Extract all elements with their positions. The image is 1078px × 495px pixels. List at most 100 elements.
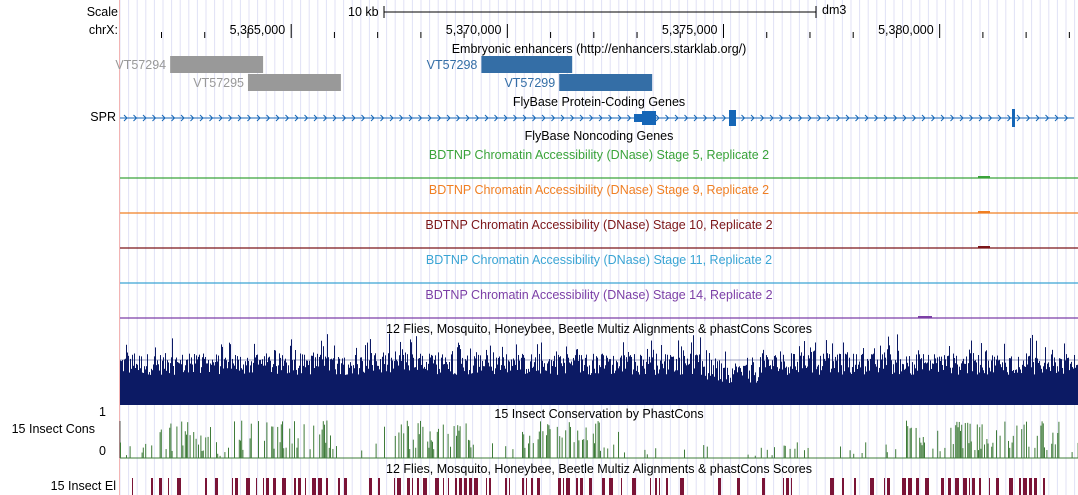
multiz-bar <box>466 360 467 405</box>
multiz-bar <box>713 365 714 405</box>
gene-label-spr[interactable]: SPR <box>90 110 116 124</box>
dnase-track-title[interactable]: BDTNP Chromatin Accessibility (DNase) St… <box>425 218 773 232</box>
multiz-bar <box>1069 370 1070 405</box>
multiz-bar <box>1073 368 1074 405</box>
enhancer-label-vt57294[interactable]: VT57294 <box>115 58 167 72</box>
strand-arrow <box>874 114 879 122</box>
strand-arrow <box>446 114 451 122</box>
multiz-bar <box>638 372 639 405</box>
multiz-bar <box>434 359 435 405</box>
multiz-bar <box>227 368 228 405</box>
multiz-bar <box>655 374 656 405</box>
multiz-bar <box>726 379 727 405</box>
elements-side-label[interactable]: 15 Insect El <box>50 479 116 493</box>
multiz-bar <box>472 373 473 405</box>
phastcons-bar <box>186 434 187 458</box>
multiz-bar <box>412 354 413 405</box>
phastcons-bar <box>1042 423 1044 458</box>
phastcons-track-title[interactable]: 15 Insect Conservation by PhastCons <box>494 407 704 421</box>
enhancer-label-vt57295[interactable]: VT57295 <box>193 76 244 90</box>
multiz-bar <box>691 342 692 405</box>
phastcons-side-label[interactable]: 15 Insect Cons <box>11 422 95 436</box>
multiz-bar <box>398 365 399 405</box>
multiz-bar <box>668 369 669 405</box>
multiz-bar <box>372 365 373 405</box>
multiz-bar <box>875 364 876 405</box>
multiz-bar <box>712 374 713 405</box>
multiz-bar <box>504 365 505 405</box>
multiz-bar <box>851 374 852 405</box>
conserved-element <box>531 478 533 495</box>
conserved-element <box>621 478 622 495</box>
multiz-bar <box>781 361 782 405</box>
multiz-bar <box>315 357 316 405</box>
conserved-element <box>526 478 527 495</box>
multiz-bar <box>341 363 342 405</box>
multiz-bar <box>470 348 471 405</box>
conserved-element <box>344 478 347 495</box>
multiz-bar <box>767 357 768 405</box>
multiz-bar <box>354 368 355 405</box>
multiz-bar <box>854 371 855 405</box>
multiz-bar <box>685 363 686 405</box>
protein-coding-track-title[interactable]: FlyBase Protein-Coding Genes <box>512 95 686 109</box>
multiz-bar <box>973 353 974 405</box>
multiz-bar <box>181 364 182 405</box>
multiz-bar <box>1020 369 1021 405</box>
multiz-bar <box>848 367 849 405</box>
multiz-bar <box>929 370 930 405</box>
phastcons-bar <box>336 446 337 458</box>
multiz-bar <box>1048 362 1049 405</box>
multiz-bar <box>719 360 720 405</box>
phastcons-bar <box>853 453 855 458</box>
multiz-bar <box>876 366 877 405</box>
dnase-track-title[interactable]: BDTNP Chromatin Accessibility (DNase) St… <box>428 148 770 162</box>
multiz-bar <box>323 346 324 405</box>
strand-arrow <box>655 114 660 122</box>
multiz-bar <box>862 353 863 405</box>
multiz-bar <box>463 367 464 405</box>
conserved-element <box>558 478 561 495</box>
multiz-bar <box>1034 374 1035 405</box>
conserved-element <box>232 478 233 495</box>
noncoding-track-title[interactable]: FlyBase Noncoding Genes <box>524 129 674 143</box>
multiz-bar <box>593 353 594 405</box>
phastcons-bar <box>408 426 409 458</box>
strand-arrow <box>693 114 698 122</box>
multiz-track-title[interactable]: 12 Flies, Mosquito, Honeybee, Beetle Mul… <box>386 322 812 336</box>
multiz-bar <box>582 359 583 405</box>
enhancer-label-vt57298[interactable]: VT57298 <box>426 58 478 72</box>
multiz-bar <box>140 368 141 405</box>
dnase-track-title[interactable]: BDTNP Chromatin Accessibility (DNase) St… <box>425 288 773 302</box>
dnase-track-title[interactable]: BDTNP Chromatin Accessibility (DNase) St… <box>425 253 773 267</box>
multiz-bar <box>126 344 127 405</box>
phastcons-bar <box>170 423 172 458</box>
multiz-bar <box>910 373 911 405</box>
phastcons-y-max-label: 1 <box>99 405 106 419</box>
phastcons-bar <box>228 447 229 458</box>
multiz-bar <box>1003 370 1004 405</box>
multiz-bar <box>1076 365 1077 405</box>
multiz-bar <box>329 370 330 405</box>
multiz-bar <box>649 356 650 405</box>
multiz-bar <box>615 370 616 405</box>
multiz-bar <box>347 374 348 405</box>
elements-track-title[interactable]: 12 Flies, Mosquito, Honeybee, Beetle Mul… <box>386 462 812 476</box>
phastcons-bar <box>760 447 762 458</box>
multiz-bar <box>962 361 963 405</box>
strand-arrow <box>313 114 318 122</box>
multiz-bar <box>147 354 148 405</box>
multiz-bar <box>986 350 987 405</box>
enhancer-label-vt57299[interactable]: VT57299 <box>504 76 556 90</box>
phastcons-bar <box>1016 425 1018 458</box>
multiz-bar <box>811 351 812 405</box>
multiz-bar <box>333 358 334 405</box>
phastcons-bar <box>754 455 756 458</box>
enhancers-track-title[interactable]: Embryonic enhancers (http://enhancers.st… <box>451 42 747 56</box>
multiz-bar <box>148 374 149 405</box>
multiz-bar <box>1009 358 1010 405</box>
dnase-track-title[interactable]: BDTNP Chromatin Accessibility (DNase) St… <box>428 183 770 197</box>
phastcons-bar <box>447 433 449 458</box>
dnase-signal-peak <box>978 246 990 248</box>
